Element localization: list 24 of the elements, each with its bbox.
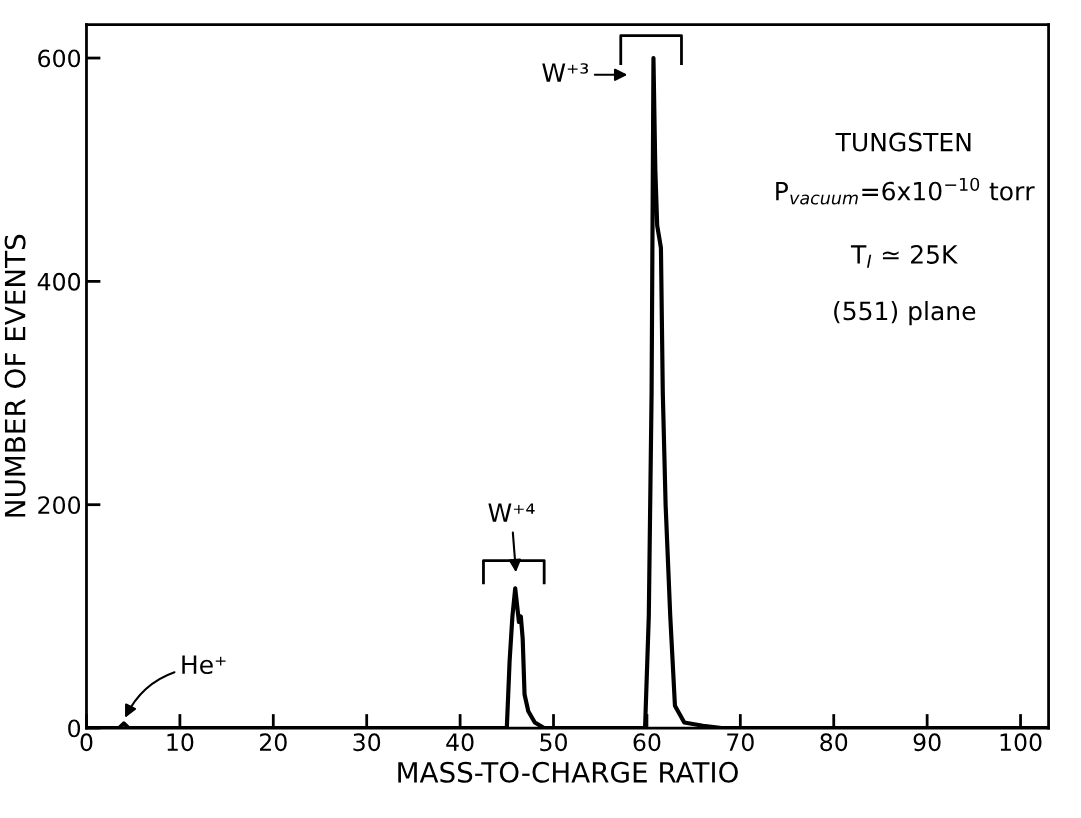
annotation: P$_{vacuum}$=6x10$^{−10}$ torr [776,177,1035,205]
x-axis-title: MASS-TO-CHARGE RATIO [398,761,738,783]
x-tick-label: 10 [167,733,194,752]
annotation: TUNGSTEN [835,132,971,152]
x-tick-label: 70 [727,733,754,752]
x-tick-label: 30 [353,733,381,752]
x-tick-label: 0 [80,733,93,752]
x-tick-label: 60 [633,733,661,752]
x-tick-label: 50 [540,733,567,752]
annotation: (551) plane [834,301,976,326]
annotation: W⁺⁴ [488,503,535,522]
x-tick-label: 80 [820,733,848,752]
x-tick-label: 20 [260,733,287,752]
y-tick-label: 600 [38,49,81,68]
x-tick-label: 90 [913,733,941,752]
annotation: T$_{I}$ ≃ 25K [850,244,958,268]
y-tick-label: 200 [38,496,81,514]
annotation: W⁺³ [542,63,589,82]
annotation: He⁺ [182,655,226,675]
x-tick-label: 100 [1000,733,1042,752]
y-axis-title: NUMBER OF EVENTS [4,234,26,517]
x-tick-label: 40 [446,733,474,752]
y-tick-label: 0 [68,719,81,738]
y-tick-label: 400 [37,272,81,291]
